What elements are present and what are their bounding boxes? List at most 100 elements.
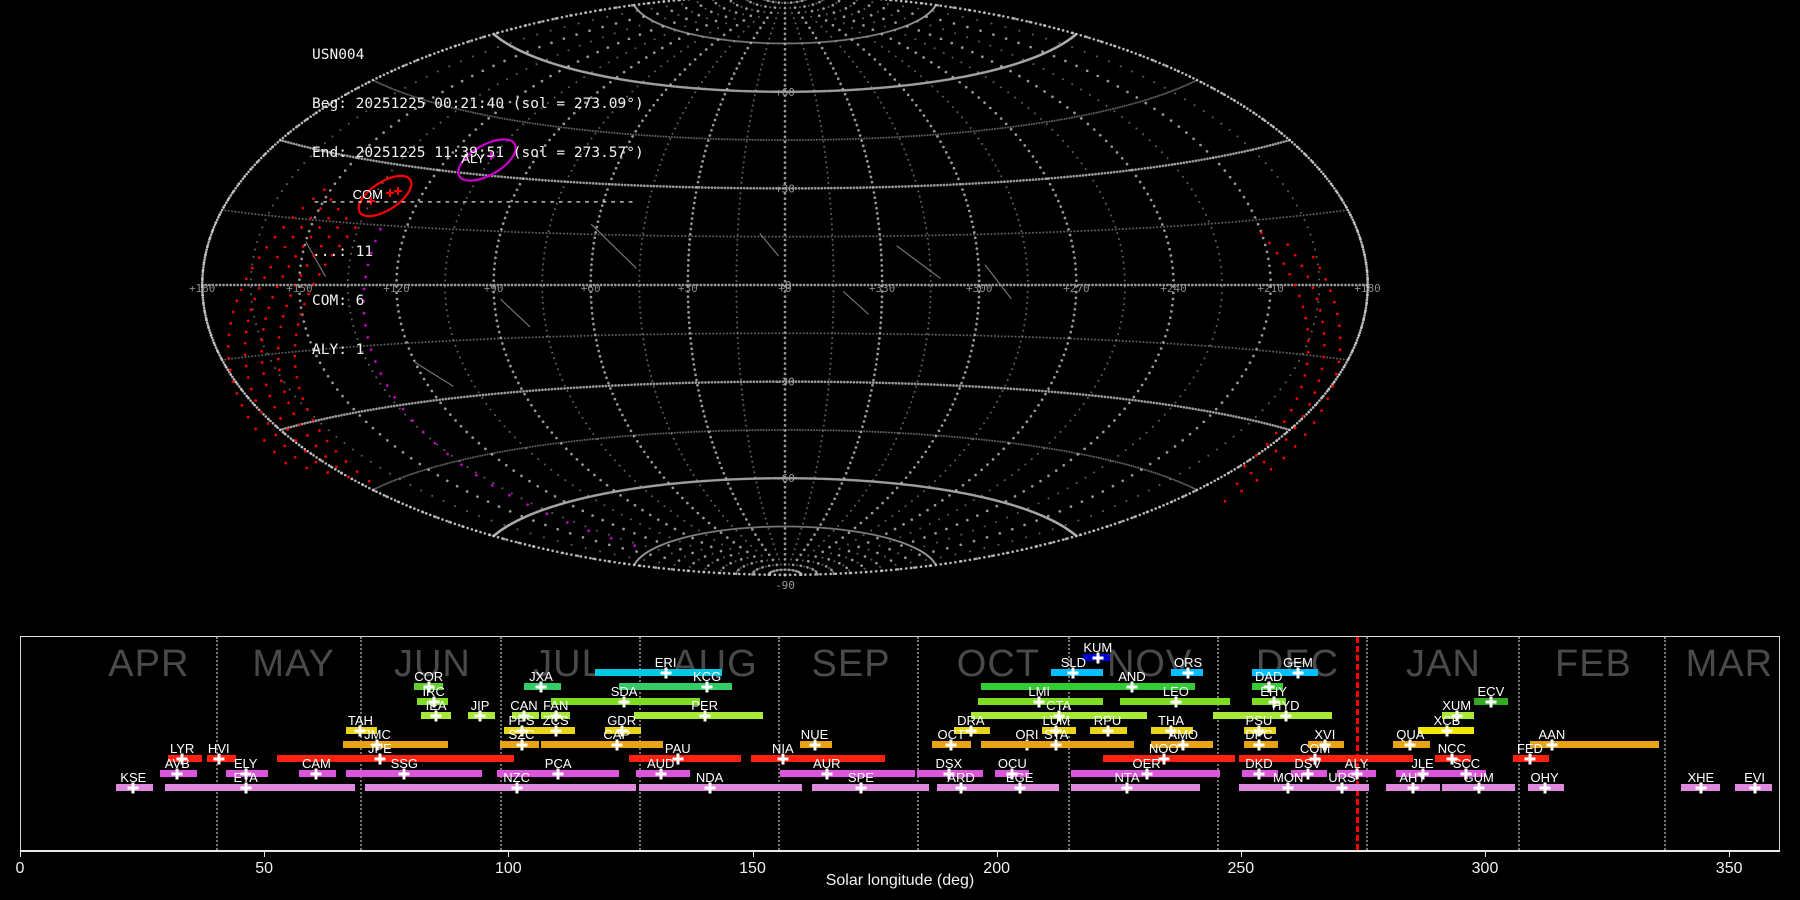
shower-peak-marker (535, 681, 547, 692)
lon-tick-label: +180 (189, 282, 216, 295)
shower-label: DRA (957, 713, 985, 728)
shower-peak-marker (171, 768, 183, 779)
shower-label: CTA (1046, 698, 1072, 713)
shower-peak-marker (1695, 782, 1707, 793)
shower-label: GEM (1283, 655, 1313, 670)
shower-label: KUM (1083, 640, 1113, 655)
x-axis-tick (1240, 850, 1242, 857)
shower-label: AMO (1168, 727, 1199, 742)
shower-activity-timeline[interactable]: APR MAY JUN JUL AUG SEP OCT NOV DEC JAN FEB MAR KUM S… (20, 636, 1780, 851)
shower-peak-marker (1182, 667, 1194, 678)
shower-label: SDA (610, 684, 638, 699)
shower-bar[interactable] (1212, 712, 1333, 719)
shower-peak-marker (660, 667, 672, 678)
shower-bar[interactable] (365, 784, 637, 791)
lon-tick-label: +240 (1160, 282, 1187, 295)
shower-peak-marker (371, 739, 383, 750)
shower-bar[interactable] (633, 712, 764, 719)
shower-label: XUM (1442, 698, 1472, 713)
shower-bar[interactable] (980, 683, 1196, 690)
month-label-jun: JUN (393, 643, 471, 685)
meteor-track (759, 233, 780, 257)
lat-tick-label: -30 (775, 376, 795, 389)
shower-label: URS (1328, 770, 1356, 785)
current-solar-longitude-line (1355, 637, 1359, 850)
shower-peak-marker (1158, 753, 1170, 764)
shower-peak-marker (1485, 696, 1497, 707)
shower-peak-marker (618, 696, 630, 707)
x-axis-tick (1729, 850, 1731, 857)
shower-label: PPS (508, 713, 535, 728)
shower-peak-marker (423, 681, 435, 692)
shower-peak-marker (965, 725, 977, 736)
shower-label: DSV (1294, 756, 1322, 771)
x-axis-tick-label: 150 (739, 860, 766, 877)
shower-bar[interactable] (594, 669, 722, 676)
shower-label: ARD (947, 770, 975, 785)
shower-peak-marker (1460, 768, 1472, 779)
shower-label: AUR (813, 756, 841, 771)
x-axis-tick-label: 100 (494, 860, 522, 877)
shower-peak-marker (176, 753, 188, 764)
shower-label: EGE (1005, 770, 1034, 785)
meteor-track (590, 223, 637, 269)
shower-bar[interactable] (780, 770, 915, 777)
shower-bar[interactable] (812, 784, 930, 791)
x-axis-tick (20, 850, 21, 857)
shower-label: COM (1299, 741, 1331, 756)
lat-tick-label: +30 (775, 182, 795, 195)
shower-label: NUE (800, 727, 829, 742)
shower-label: AHY (1399, 770, 1427, 785)
month-label-jul: JUL (533, 643, 604, 685)
shower-peak-marker (127, 782, 139, 793)
shower-peak-marker (1033, 696, 1045, 707)
shower-peak-marker (1319, 739, 1331, 750)
shower-peak-marker (1050, 739, 1062, 750)
radiant-marker (367, 197, 375, 205)
shower-peak-marker (1050, 725, 1062, 736)
shower-label: JMC (364, 727, 391, 742)
shower-peak-marker (1263, 681, 1275, 692)
shower-peak-marker (1446, 753, 1458, 764)
x-axis-line: 0 50 100 150 200 250 300 350 (16, 850, 1780, 877)
shower-bar[interactable] (1395, 770, 1462, 777)
shower-bar[interactable] (1239, 755, 1413, 762)
shower-peak-marker (1067, 667, 1079, 678)
shower-bar[interactable] (165, 784, 356, 791)
header-rule: ------------------------------------- (312, 194, 636, 211)
shower-label: AND (1118, 669, 1146, 684)
radiant-label-com: COM (353, 187, 383, 202)
shower-label: LUM (1042, 713, 1070, 728)
month-label-nov: NOV (1106, 643, 1193, 685)
lon-tick-label: +330 (869, 282, 896, 295)
shower-label: ECV (1477, 684, 1505, 699)
lon-tick-label: +90 (484, 282, 504, 295)
shower-bar[interactable] (343, 741, 449, 748)
shower-bar[interactable] (345, 770, 483, 777)
shower-bar[interactable] (277, 755, 515, 762)
shower-peak-marker (552, 768, 564, 779)
station-id: USN004 (312, 46, 365, 63)
shower-peak-marker (777, 753, 789, 764)
shower-bar[interactable] (751, 755, 886, 762)
shower-bar[interactable] (541, 741, 664, 748)
shower-label: LYR (169, 741, 195, 756)
shower-bar[interactable] (619, 683, 732, 690)
shower-peak-marker (1014, 782, 1026, 793)
shower-label: NOO (1148, 741, 1179, 756)
lon-tick-label: +150 (286, 282, 313, 295)
shower-bar[interactable] (1529, 741, 1660, 748)
x-axis-tick-label: 0 (15, 860, 25, 877)
shower-bar[interactable] (1251, 669, 1318, 676)
end-time: End: 20251225 11:39:51 (sol = 273.57°) (312, 145, 644, 162)
shower-bar[interactable] (1070, 784, 1201, 791)
shower-peak-marker (1253, 725, 1265, 736)
meteor-track (305, 241, 326, 277)
lon-tick-label: +270 (1063, 282, 1090, 295)
shower-label: ERI (654, 655, 677, 670)
month-label-may: MAY (252, 643, 335, 685)
shower-peak-marker (1407, 782, 1419, 793)
lat-tick-label: -60 (775, 472, 795, 485)
shower-bar[interactable] (628, 755, 742, 762)
shower-bar[interactable] (638, 784, 803, 791)
